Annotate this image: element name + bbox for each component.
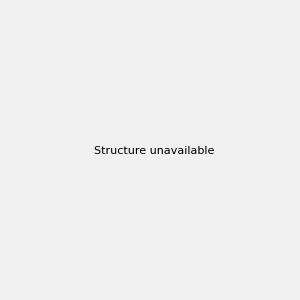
Text: Structure unavailable: Structure unavailable	[94, 146, 214, 157]
